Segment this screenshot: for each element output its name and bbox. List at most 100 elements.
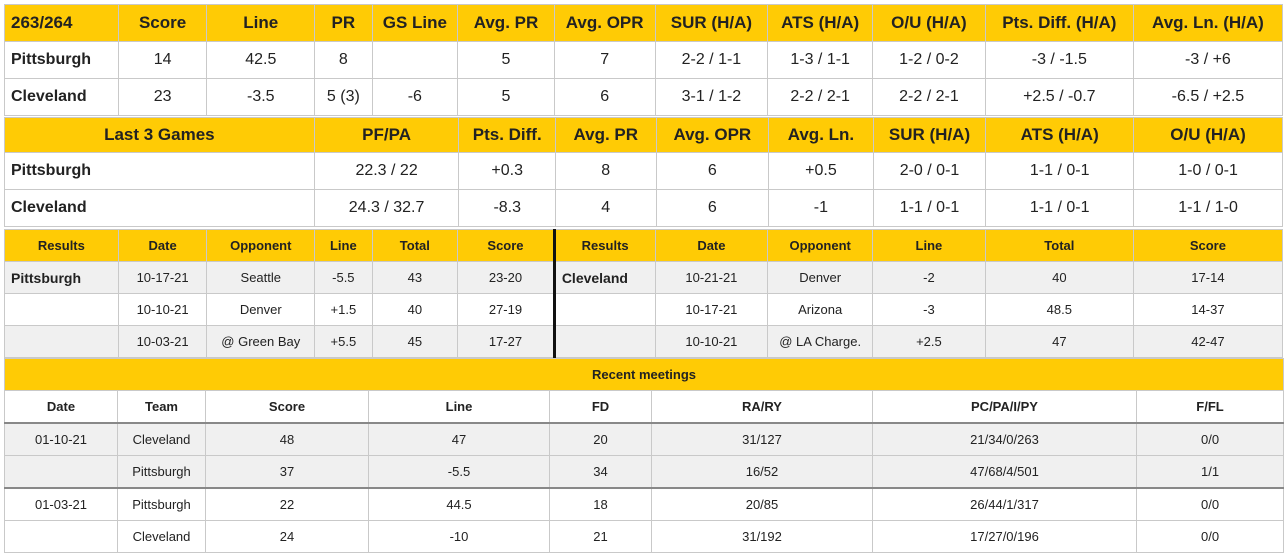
cell: +1.5 bbox=[314, 293, 373, 326]
cell: 6 bbox=[553, 78, 656, 116]
cell: 5 bbox=[457, 78, 555, 116]
recent-meetings-header-row: Date Team Score Line FD RA/RY PC/PA/I/PY… bbox=[4, 390, 1285, 424]
cell: 42-47 bbox=[1132, 325, 1284, 358]
cell: 23-20 bbox=[457, 261, 555, 294]
cell: 31/192 bbox=[651, 520, 873, 553]
matchup-row-pittsburgh: Pittsburgh 14 42.5 8 5 7 2-2 / 1-1 1-3 /… bbox=[4, 41, 1284, 79]
cell: Seattle bbox=[206, 261, 316, 294]
last-3-header-ou: O/U (H/A) bbox=[1133, 117, 1283, 153]
cell: 45 bbox=[371, 325, 459, 358]
cell bbox=[4, 325, 119, 358]
meetings-header-score: Score bbox=[205, 390, 369, 424]
cell: +5.5 bbox=[314, 325, 373, 358]
last-3-header-pts-diff: Pts. Diff. bbox=[458, 117, 556, 153]
cell: 22.3 / 22 bbox=[313, 152, 460, 190]
cell: 1-1 / 0-1 bbox=[985, 189, 1135, 227]
cell: +0.3 bbox=[458, 152, 556, 190]
matchup-header-pr: PR bbox=[314, 4, 373, 42]
meetings-header-f-fl: F/FL bbox=[1135, 390, 1285, 424]
cell: -3 bbox=[872, 293, 986, 326]
results-row: 10-10-21 Denver +1.5 40 27-19 10-17-21 A… bbox=[4, 293, 1284, 326]
cell: 01-03-21 bbox=[4, 487, 118, 521]
cell bbox=[4, 455, 118, 489]
cell: Denver bbox=[767, 261, 874, 294]
results-row: Pittsburgh 10-17-21 Seattle -5.5 43 23-2… bbox=[4, 261, 1284, 294]
cell: +0.5 bbox=[768, 152, 874, 190]
cell: 17-14 bbox=[1132, 261, 1284, 294]
meetings-header-date: Date bbox=[4, 390, 118, 424]
results-header-right-line: Line bbox=[872, 229, 986, 262]
cell: Arizona bbox=[767, 293, 874, 326]
results-header-left-total: Total bbox=[371, 229, 459, 262]
cell: 27-19 bbox=[457, 293, 555, 326]
cell: 8 bbox=[554, 152, 657, 190]
team-name: Cleveland bbox=[4, 189, 315, 227]
cell: Pittsburgh bbox=[117, 455, 206, 489]
cell: 2-0 / 0-1 bbox=[872, 152, 987, 190]
cell: 1-0 / 0-1 bbox=[1133, 152, 1283, 190]
cell: 2-2 / 2-1 bbox=[767, 78, 874, 116]
cell: 34 bbox=[549, 455, 652, 489]
meetings-header-ra-ry: RA/RY bbox=[651, 390, 873, 424]
cell bbox=[552, 293, 656, 326]
results-header-right-opponent: Opponent bbox=[767, 229, 874, 262]
cell: 47 bbox=[984, 325, 1134, 358]
cell: 0/0 bbox=[1135, 422, 1285, 456]
cell: 44.5 bbox=[368, 487, 550, 521]
matchup-table: 263/264 Score Line PR GS Line Avg. PR Av… bbox=[4, 4, 1284, 116]
recent-meetings-title-row: Recent meetings bbox=[3, 358, 1285, 391]
matchup-header-score: Score bbox=[117, 4, 208, 42]
cell: 24.3 / 32.7 bbox=[313, 189, 460, 227]
cell: 10-17-21 bbox=[117, 261, 208, 294]
last-3-header-title: Last 3 Games bbox=[4, 117, 315, 153]
cell: 1-3 / 1-1 bbox=[767, 41, 874, 79]
cell: 22 bbox=[205, 487, 369, 521]
last-3-header-pf-pa: PF/PA bbox=[313, 117, 460, 153]
cell: 18 bbox=[549, 487, 652, 521]
cell: 1-1 / 0-1 bbox=[872, 189, 987, 227]
meetings-row: Pittsburgh 37 -5.5 34 16/52 47/68/4/501 … bbox=[4, 455, 1285, 489]
last-3-header-avg-ln: Avg. Ln. bbox=[768, 117, 874, 153]
cell: 2-2 / 1-1 bbox=[654, 41, 769, 79]
cell: 1-2 / 0-2 bbox=[872, 41, 986, 79]
results-header-right-total: Total bbox=[984, 229, 1134, 262]
cell: Cleveland bbox=[117, 520, 206, 553]
cell: 20 bbox=[549, 422, 652, 456]
cell: -5.5 bbox=[314, 261, 373, 294]
results-header-left-opponent: Opponent bbox=[206, 229, 316, 262]
cell: 23 bbox=[117, 78, 208, 116]
meetings-header-pc-pa-i-py: PC/PA/I/PY bbox=[872, 390, 1137, 424]
cell: 47/68/4/501 bbox=[872, 455, 1137, 489]
cell: 6 bbox=[655, 189, 770, 227]
cell: -5.5 bbox=[368, 455, 550, 489]
results-header-right-results: Results bbox=[552, 229, 656, 262]
team-name: Pittsburgh bbox=[4, 152, 315, 190]
cell: -3.5 bbox=[206, 78, 316, 116]
cell: 0/0 bbox=[1135, 520, 1285, 553]
last-3-header-sur: SUR (H/A) bbox=[872, 117, 987, 153]
cell: @ Green Bay bbox=[206, 325, 316, 358]
cell: 42.5 bbox=[206, 41, 316, 79]
cell: 1/1 bbox=[1135, 455, 1285, 489]
cell: 24 bbox=[205, 520, 369, 553]
cell: 31/127 bbox=[651, 422, 873, 456]
matchup-row-cleveland: Cleveland 23 -3.5 5 (3) -6 5 6 3-1 / 1-2… bbox=[4, 78, 1284, 116]
cell: Cleveland bbox=[117, 422, 206, 456]
cell: -2 bbox=[872, 261, 986, 294]
cell bbox=[4, 520, 118, 553]
results-table: Results Date Opponent Line Total Score R… bbox=[4, 229, 1284, 358]
meetings-header-fd: FD bbox=[549, 390, 652, 424]
last-3-row-cleveland: Cleveland 24.3 / 32.7 -8.3 4 6 -1 1-1 / … bbox=[4, 189, 1283, 227]
cell: 0/0 bbox=[1135, 487, 1285, 521]
cell: 17/27/0/196 bbox=[872, 520, 1137, 553]
results-header-left-results: Results bbox=[4, 229, 119, 262]
cell: 10-03-21 bbox=[117, 325, 208, 358]
recent-meetings-title: Recent meetings bbox=[3, 358, 1285, 391]
cell: 5 (3) bbox=[314, 78, 373, 116]
cell: -1 bbox=[768, 189, 874, 227]
cell bbox=[371, 41, 459, 79]
cell: +2.5 bbox=[872, 325, 986, 358]
team-name: Cleveland bbox=[4, 78, 119, 116]
meetings-row: Cleveland 24 -10 21 31/192 17/27/0/196 0… bbox=[4, 520, 1285, 553]
cell: 1-1 / 1-0 bbox=[1133, 189, 1283, 227]
